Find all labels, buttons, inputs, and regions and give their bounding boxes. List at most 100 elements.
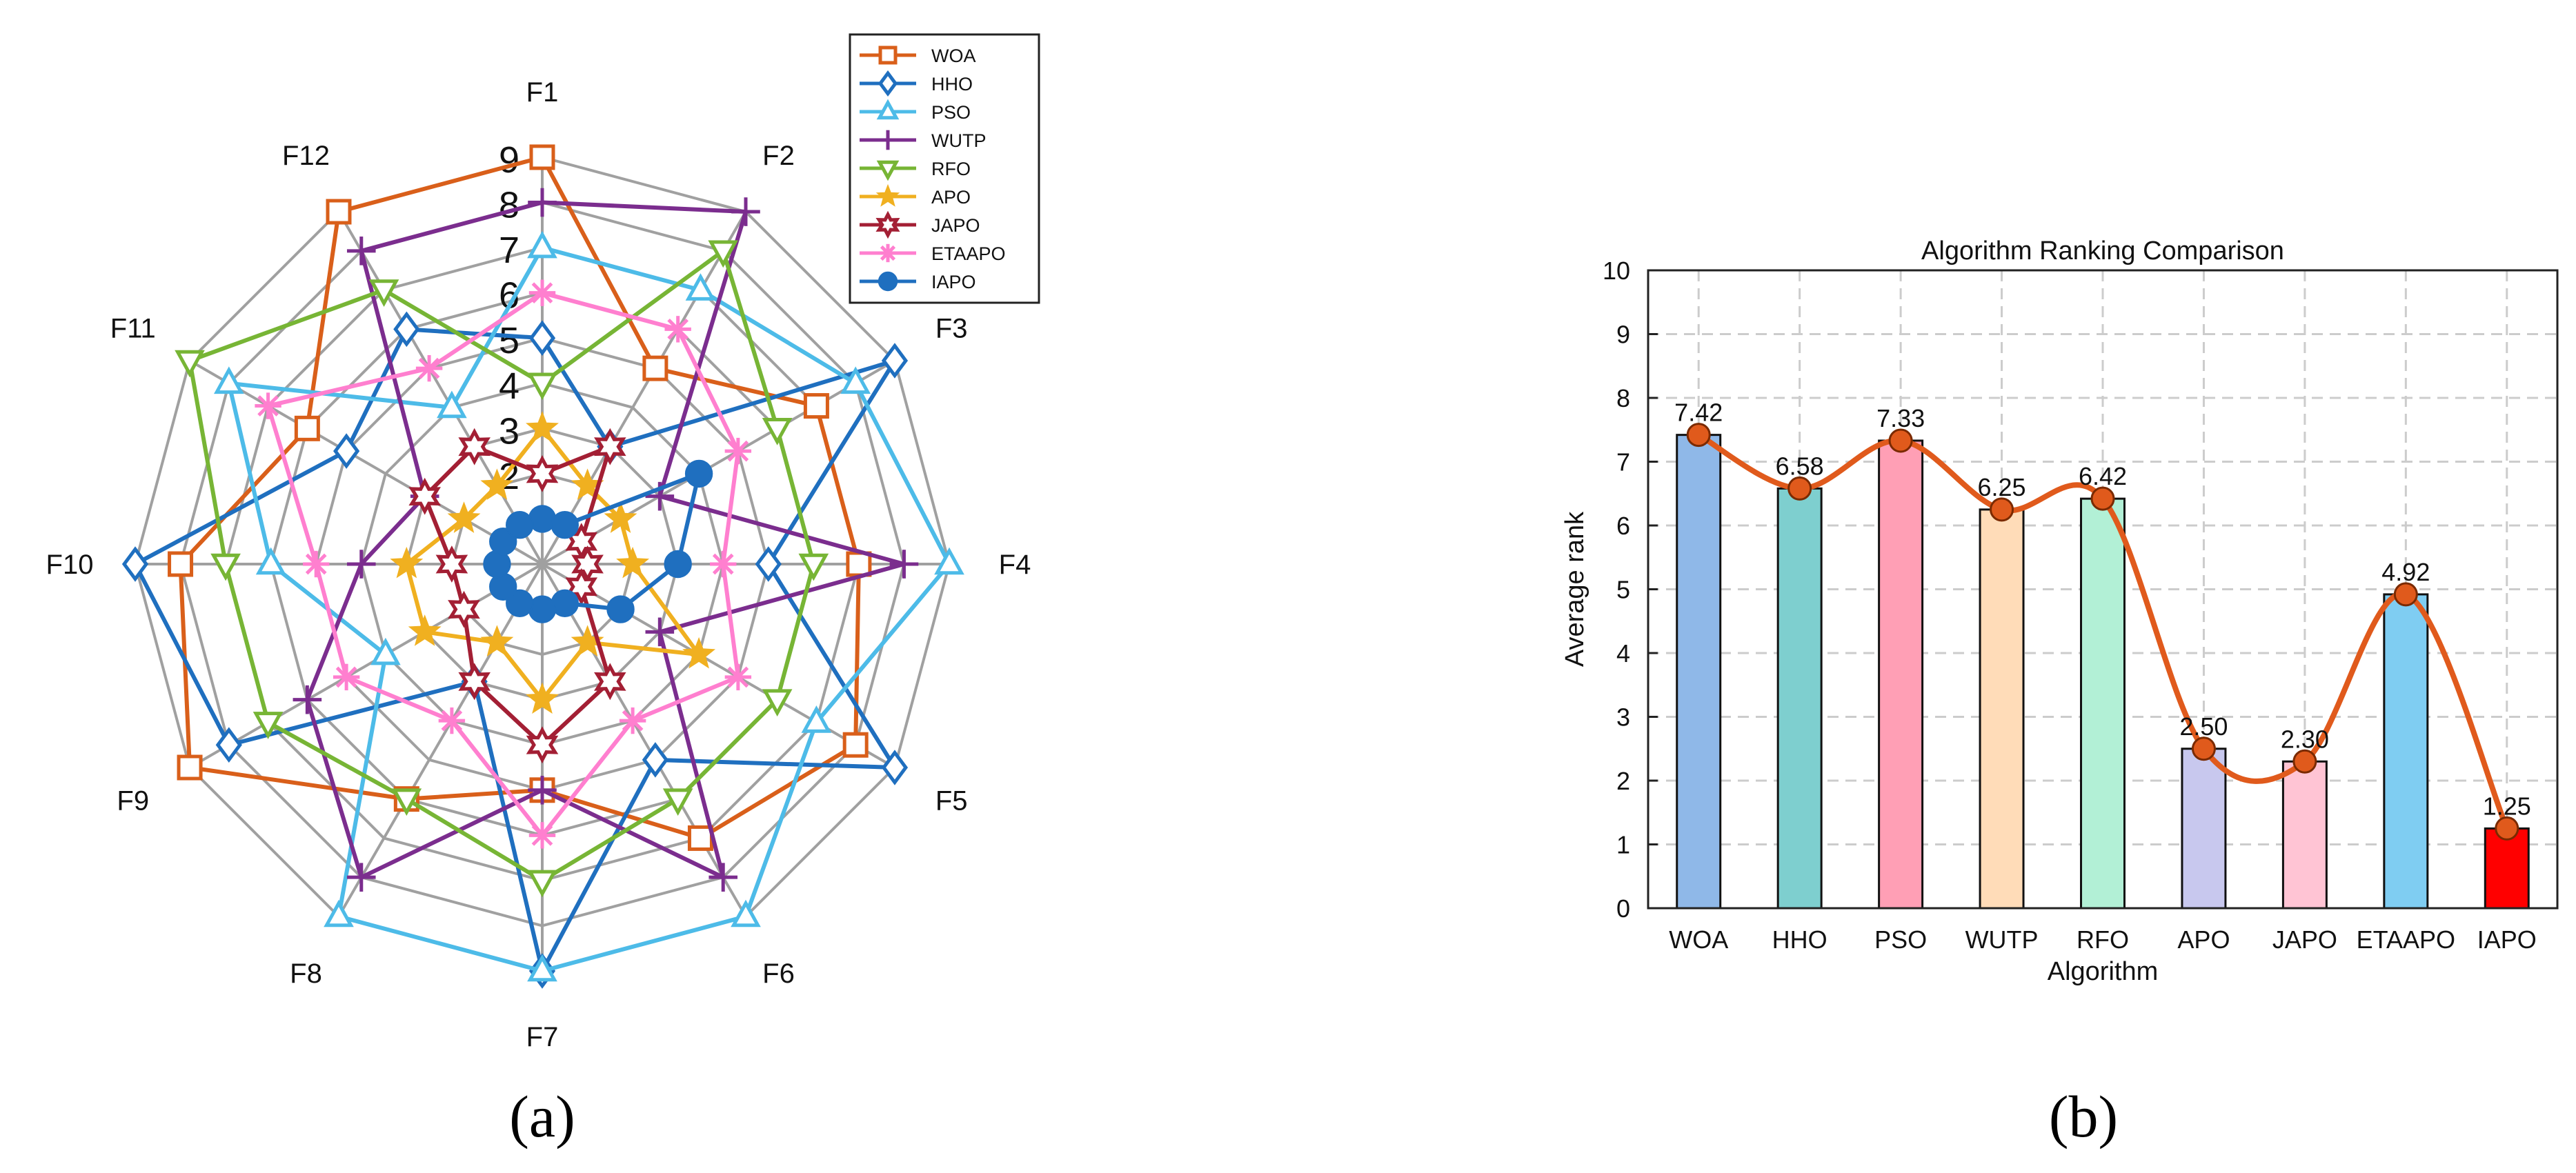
value-label: 6.42 <box>2079 462 2127 490</box>
radar-axis-label: F4 <box>999 550 1031 580</box>
x-tick-label: WUTP <box>1965 925 2039 954</box>
radar-axis-label: F3 <box>935 314 968 344</box>
legend-marker <box>878 46 898 65</box>
radar-point <box>685 273 716 301</box>
radar-point <box>709 863 738 892</box>
radar-point <box>255 547 286 575</box>
radar-point <box>881 343 909 379</box>
trend-point <box>1686 423 1711 448</box>
radar-axis-label: F7 <box>526 1022 559 1052</box>
radar-point <box>708 240 739 268</box>
panel-label-b: (b) <box>2049 1083 2118 1150</box>
y-tick-label: 6 <box>1616 512 1630 540</box>
radar-point <box>642 742 669 778</box>
legend-label: APO <box>931 187 971 208</box>
x-tick-label: APO <box>2177 925 2230 954</box>
radar-spoke <box>541 359 895 565</box>
x-axis-label: Algorithm <box>2048 957 2159 986</box>
value-label: 6.25 <box>1978 473 2026 501</box>
radar-point <box>368 279 399 307</box>
trend-point <box>2495 816 2519 841</box>
radar-point <box>437 390 467 419</box>
radar-point <box>506 589 534 617</box>
radar-point <box>438 707 466 734</box>
radar-point <box>294 415 320 441</box>
radar-point <box>333 433 360 469</box>
radar-point <box>447 501 481 533</box>
radar-point <box>710 550 737 578</box>
x-tick-label: RFO <box>2077 925 2129 954</box>
radar-axis-label: F6 <box>762 959 795 989</box>
radar-point <box>664 550 692 579</box>
radar-spoke <box>541 211 747 565</box>
x-tick-label: HHO <box>1772 925 1827 954</box>
radar-point <box>458 663 491 701</box>
radar-point <box>303 550 330 578</box>
radar-point <box>370 637 401 665</box>
radar-tick-label: 5 <box>499 320 519 361</box>
legend-label: ETAAPO <box>931 243 1006 264</box>
radar-point <box>528 822 556 849</box>
radar-tick-label: 3 <box>499 410 519 452</box>
radar-spoke <box>189 359 544 565</box>
radar-spoke <box>337 563 544 917</box>
legend-label: WOA <box>931 46 976 66</box>
radar-point <box>293 685 322 714</box>
bar-chart-title: Algorithm Ranking Comparison <box>1921 237 2284 265</box>
y-tick-label: 2 <box>1616 767 1630 795</box>
legend-marker <box>878 70 898 97</box>
radar-point <box>642 355 668 381</box>
legend-label: HHO <box>931 74 973 94</box>
radar-point <box>798 553 829 581</box>
value-label: 6.58 <box>1776 452 1824 480</box>
legend-marker <box>876 160 900 181</box>
radar-point <box>526 682 559 714</box>
radar-point <box>755 546 782 582</box>
radar-point <box>255 392 281 419</box>
y-tick-label: 8 <box>1616 384 1630 412</box>
radar-spoke <box>541 563 895 769</box>
radar-point <box>606 595 635 623</box>
bar-chart: 0 1 2 3 4 5 6 7 8 9 10 WOA HHO PSO WUTP RFO APO JAPO ETAAP… <box>1561 237 2559 986</box>
y-tick-label: 3 <box>1616 703 1630 732</box>
radar-point <box>594 428 626 465</box>
radar-point <box>619 707 646 734</box>
radar-point <box>346 550 376 579</box>
radar-tick-label: 9 <box>499 139 519 181</box>
legend-marker <box>876 99 900 120</box>
y-tick-label: 0 <box>1616 894 1630 923</box>
radar-point <box>489 528 517 556</box>
bar-apo <box>2181 748 2227 910</box>
radar-tick-label: 7 <box>499 230 519 271</box>
radar-point <box>177 754 203 781</box>
radar-point <box>684 459 713 488</box>
x-tick-label: ETAAPO <box>2357 925 2455 954</box>
radar-point <box>527 230 557 259</box>
radar-point <box>551 511 579 539</box>
radar-series-iapo <box>483 459 713 623</box>
legend-item: WOA <box>860 46 976 66</box>
radar-point <box>594 663 626 701</box>
radar-point <box>687 825 713 851</box>
radar-point <box>333 663 360 691</box>
radar-spoke <box>189 563 544 769</box>
bar-wutp <box>1979 508 2025 910</box>
radar-point <box>664 316 691 343</box>
legend-label: RFO <box>931 159 971 179</box>
radar-point <box>324 899 354 928</box>
radar-point <box>346 863 376 892</box>
radar-point <box>326 199 352 225</box>
radar-point <box>393 311 420 348</box>
radar-point <box>390 546 424 579</box>
radar-series-apo <box>390 411 716 714</box>
radar-axis-label: F8 <box>290 959 322 989</box>
radar-point <box>645 617 675 647</box>
bar-woa <box>1676 434 1722 910</box>
radar-point <box>604 501 637 533</box>
radar-point <box>527 954 557 982</box>
legend-marker <box>878 271 898 292</box>
radar-point <box>762 418 793 445</box>
value-label: 2.30 <box>2281 725 2329 753</box>
y-axis-label: Average rank <box>1561 511 1589 667</box>
